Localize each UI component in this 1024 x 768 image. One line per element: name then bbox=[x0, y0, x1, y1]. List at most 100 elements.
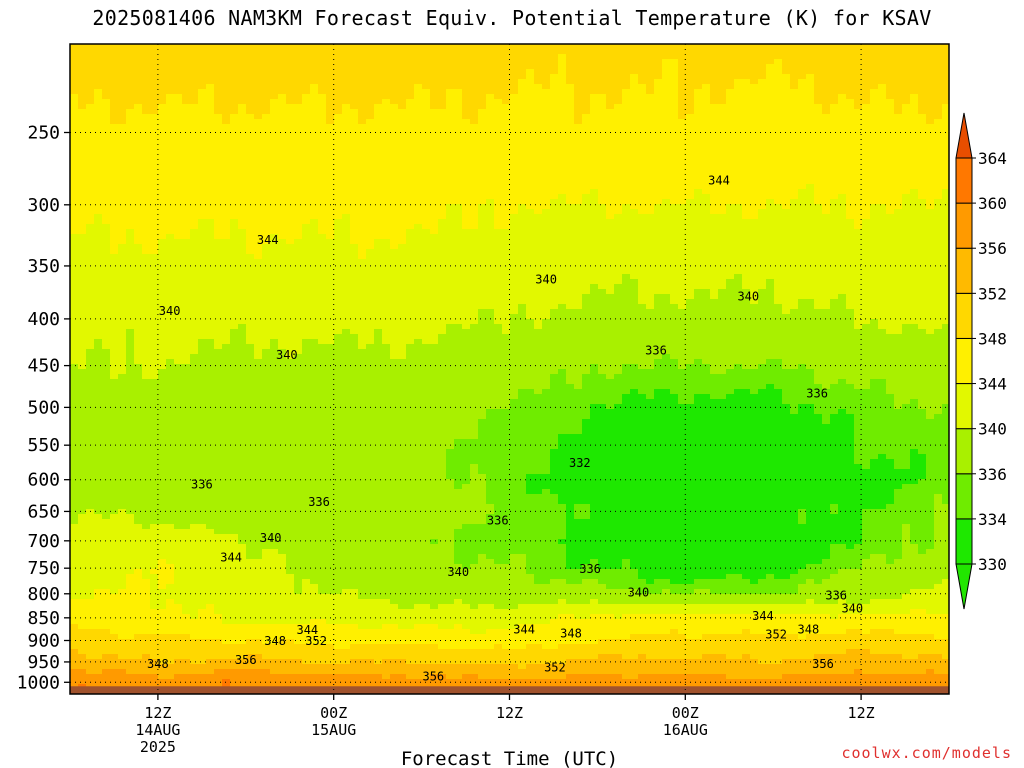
field-cell bbox=[606, 214, 615, 220]
field-cell bbox=[718, 174, 727, 180]
field-cell bbox=[606, 104, 615, 110]
field-cell bbox=[518, 49, 527, 55]
field-cell bbox=[918, 139, 927, 145]
field-cell bbox=[342, 114, 351, 120]
field-cell bbox=[422, 139, 431, 145]
field-cell bbox=[358, 259, 367, 265]
field-cell bbox=[630, 179, 639, 185]
field-cell bbox=[358, 254, 367, 260]
field-cell bbox=[238, 129, 247, 135]
field-cell bbox=[694, 109, 703, 115]
field-cell bbox=[790, 249, 799, 255]
field-cell bbox=[902, 219, 911, 225]
field-cell bbox=[78, 259, 87, 265]
field-cell bbox=[110, 84, 119, 90]
field-cell bbox=[870, 194, 879, 200]
field-cell bbox=[414, 84, 423, 90]
field-cell bbox=[502, 49, 511, 55]
field-cell bbox=[934, 209, 943, 215]
field-cell bbox=[862, 144, 871, 150]
field-cell bbox=[686, 99, 695, 105]
field-cell bbox=[758, 179, 767, 185]
field-cell bbox=[190, 264, 199, 270]
field-cell bbox=[630, 189, 639, 195]
field-cell bbox=[758, 134, 767, 140]
field-cell bbox=[758, 119, 767, 125]
field-cell bbox=[406, 239, 415, 245]
field-cell bbox=[110, 239, 119, 245]
field-cell bbox=[86, 159, 95, 165]
field-cell bbox=[454, 254, 463, 260]
field-cell bbox=[470, 229, 479, 235]
field-cell bbox=[734, 259, 743, 265]
field-cell bbox=[238, 139, 247, 145]
field-cell bbox=[734, 209, 743, 215]
field-cell bbox=[726, 64, 735, 70]
field-cell bbox=[854, 134, 863, 140]
field-cell bbox=[854, 69, 863, 75]
field-cell bbox=[286, 144, 295, 150]
field-cell bbox=[574, 144, 583, 150]
field-cell bbox=[646, 84, 655, 90]
field-cell bbox=[550, 229, 559, 235]
field-cell bbox=[446, 99, 455, 105]
field-cell bbox=[326, 89, 335, 95]
field-cell bbox=[870, 124, 879, 130]
field-cell bbox=[534, 49, 543, 55]
field-cell bbox=[134, 64, 143, 70]
field-cell bbox=[262, 89, 271, 95]
field-cell bbox=[326, 64, 335, 70]
field-cell bbox=[886, 69, 895, 75]
field-cell bbox=[694, 99, 703, 105]
field-cell bbox=[854, 254, 863, 260]
field-cell bbox=[206, 69, 215, 75]
field-cell bbox=[310, 159, 319, 165]
field-cell bbox=[478, 209, 487, 215]
field-cell bbox=[894, 224, 903, 230]
field-cell bbox=[222, 54, 231, 60]
field-cell bbox=[94, 234, 103, 240]
field-cell bbox=[126, 214, 135, 220]
field-cell bbox=[566, 189, 575, 195]
field-cell bbox=[558, 154, 567, 160]
field-cell bbox=[174, 184, 183, 190]
field-cell bbox=[350, 189, 359, 195]
field-cell bbox=[678, 124, 687, 130]
field-cell bbox=[942, 169, 950, 175]
field-cell bbox=[430, 219, 439, 225]
theta-e-field bbox=[70, 44, 950, 695]
field-cell bbox=[782, 264, 791, 270]
field-cell bbox=[174, 74, 183, 80]
field-cell bbox=[382, 84, 391, 90]
field-cell bbox=[614, 94, 623, 100]
field-cell bbox=[190, 119, 199, 125]
field-cell bbox=[158, 159, 167, 165]
field-cell bbox=[766, 119, 775, 125]
field-cell bbox=[902, 189, 911, 195]
field-cell bbox=[838, 254, 847, 260]
field-cell bbox=[614, 59, 623, 65]
field-cell bbox=[430, 269, 439, 275]
field-cell bbox=[598, 239, 607, 245]
field-cell bbox=[630, 199, 639, 205]
field-cell bbox=[342, 69, 351, 75]
field-cell bbox=[238, 194, 247, 200]
field-cell bbox=[254, 154, 263, 160]
field-cell bbox=[670, 54, 679, 60]
field-cell bbox=[318, 159, 327, 165]
field-cell bbox=[862, 179, 871, 185]
field-cell bbox=[230, 229, 239, 235]
field-cell bbox=[142, 59, 151, 65]
field-cell bbox=[270, 209, 279, 215]
field-cell bbox=[678, 129, 687, 135]
field-cell bbox=[526, 44, 535, 50]
field-cell bbox=[926, 174, 935, 180]
field-cell bbox=[406, 89, 415, 95]
field-cell bbox=[198, 124, 207, 130]
field-cell bbox=[878, 194, 887, 200]
field-cell bbox=[206, 129, 215, 135]
field-cell bbox=[78, 254, 87, 260]
field-cell bbox=[110, 209, 119, 215]
field-cell bbox=[774, 114, 783, 120]
field-cell bbox=[70, 224, 79, 230]
